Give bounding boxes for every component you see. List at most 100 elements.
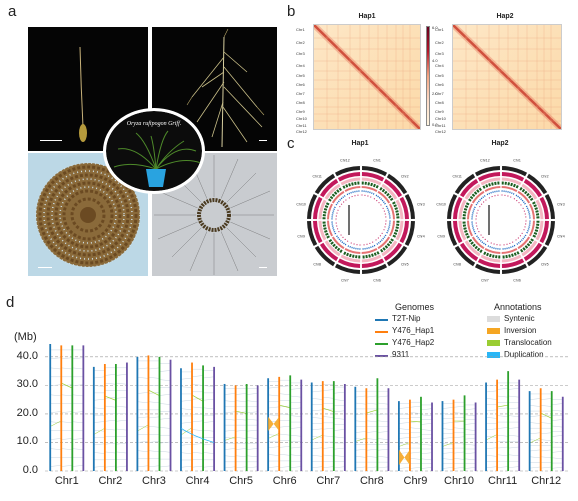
circos-track-heat — [462, 201, 470, 220]
panel-label-d: d — [6, 294, 15, 311]
circos-track-heat — [468, 187, 483, 202]
duplication-link — [180, 427, 215, 443]
synteny-link — [72, 384, 84, 387]
synteny-link — [322, 408, 334, 411]
synteny-link — [529, 456, 541, 459]
circos-track-repeat — [340, 254, 361, 263]
translocation-link — [322, 407, 334, 412]
synteny-link — [61, 421, 73, 424]
circos-track-indel — [513, 198, 523, 208]
legend-label-y476-hap2: Y476_Hap2 — [392, 338, 435, 347]
circos-track-gene-density — [477, 258, 501, 268]
synteny-link — [203, 376, 215, 379]
synteny-link — [508, 446, 520, 449]
translocation-link — [442, 442, 454, 447]
circos-title-hap2: Hap2 — [491, 140, 509, 147]
synteny-link — [203, 429, 215, 432]
synteny-link — [311, 409, 323, 412]
circos-chromosome-arc — [447, 220, 458, 247]
circos-track-snp — [346, 190, 361, 196]
circos-chromosome-arc — [474, 263, 501, 274]
y-tick-label: 20.0 — [16, 406, 38, 419]
synteny-link — [333, 391, 345, 394]
circos-track-gc — [361, 186, 378, 192]
synteny-link — [442, 413, 454, 416]
circos-chromosome-arc — [307, 220, 318, 247]
chromosome-label: Chr2 — [98, 475, 123, 487]
synteny-link — [279, 433, 291, 436]
synteny-link — [104, 405, 116, 408]
synteny-link — [551, 451, 563, 453]
synteny-link — [191, 443, 204, 445]
synteny-link — [72, 465, 84, 467]
synteny-link — [268, 386, 280, 389]
heatmap-chr-label: Chr10 — [296, 116, 307, 121]
circos-track-snp — [515, 194, 527, 206]
legend-label-syntenic: Syntenic — [504, 314, 535, 323]
circos-track-indel — [361, 194, 374, 199]
synteny-link — [148, 376, 160, 379]
synteny-link — [486, 409, 498, 412]
circos-track-heat — [501, 251, 520, 259]
circos-track-indel — [513, 232, 523, 242]
circos-chromosome-arc — [334, 166, 361, 177]
circos-track-repeat — [324, 240, 341, 257]
synteny-link — [191, 429, 204, 431]
synteny-link — [224, 411, 236, 414]
circos-chromosome-arc — [526, 173, 548, 195]
synteny-link — [377, 413, 389, 416]
synteny-link — [50, 357, 62, 360]
circos-track-heat — [519, 238, 534, 253]
circos-title-hap1: Hap1 — [351, 140, 369, 147]
synteny-link — [540, 449, 552, 452]
synteny-link — [322, 435, 334, 438]
circos-track-heat — [328, 238, 343, 253]
circos-track-gc — [484, 248, 501, 254]
heatmap-hap2 — [452, 24, 562, 130]
synteny-link — [268, 454, 280, 456]
translocation-link — [529, 437, 541, 444]
synteny-link — [311, 435, 323, 438]
plant-illustration — [113, 130, 202, 187]
synteny-link — [290, 395, 302, 398]
synteny-link — [137, 367, 149, 370]
synteny-link — [268, 434, 280, 437]
synteny-link — [486, 398, 498, 400]
circos-track-heat — [322, 201, 330, 220]
synteny-link — [377, 448, 389, 451]
synteny-link — [508, 415, 520, 418]
heatmap-chr-label: Chr7 — [296, 91, 305, 96]
circos-hap2: Chr1 Chr2 Chr3 Chr4 Chr5 Chr6 Chr7 Chr8 Chr9 Chr1… — [436, 159, 564, 283]
synteny-link — [159, 417, 171, 420]
synteny-link — [268, 466, 280, 468]
circos-track-snp — [525, 220, 531, 235]
synteny-link — [268, 414, 280, 417]
synteny-link — [464, 467, 476, 469]
translocation-link — [224, 436, 236, 441]
inversion-ribbon — [268, 416, 280, 432]
synteny-link — [279, 385, 291, 388]
synteny-link — [464, 414, 476, 417]
synteny-link — [366, 431, 378, 433]
synteny-link — [180, 452, 193, 455]
synteny-link — [148, 441, 160, 443]
circos-chr-label: Chr8 — [313, 262, 321, 266]
synteny-link — [246, 437, 258, 439]
circos-track-gene-density — [319, 178, 339, 198]
synteny-link — [180, 386, 193, 389]
colorbar-tick: 6.0 — [432, 25, 438, 30]
circos-track-gene-density — [383, 242, 403, 262]
legend-swatch-duplication — [487, 352, 500, 358]
synteny-link — [104, 396, 116, 399]
colorbar-tick: 2.0 — [432, 91, 438, 96]
circos-track-repeat — [361, 177, 382, 186]
circos-chr-label: Chr7 — [481, 278, 489, 282]
heatmap-chr-label: Chr2 — [296, 40, 305, 45]
synteny-link — [366, 448, 378, 451]
circos-chr-label: Chr3 — [417, 202, 425, 206]
synteny-link — [115, 451, 127, 454]
circos-track-snp — [471, 205, 477, 220]
circos-track-heat — [342, 181, 361, 189]
circos-track-snp — [486, 190, 501, 196]
heatmap-chr-label: Chr6 — [435, 82, 444, 87]
